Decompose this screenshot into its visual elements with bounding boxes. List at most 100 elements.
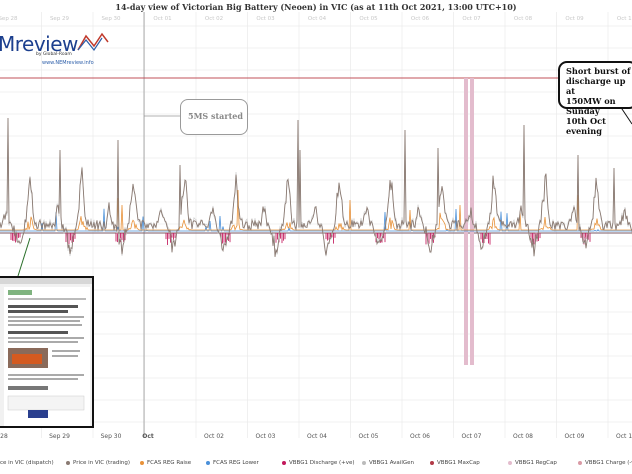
top-tick-label: Sep 28 bbox=[0, 16, 18, 22]
legend-item[interactable]: VBBG1 AvailGen bbox=[362, 460, 414, 466]
charge-bar bbox=[115, 233, 117, 242]
charge-bar bbox=[16, 233, 18, 241]
charge-bar bbox=[18, 233, 19, 238]
charge-bar bbox=[284, 233, 286, 240]
charge-bar bbox=[19, 233, 21, 238]
legend-item[interactable]: VBBG1 Discharge (+ve) bbox=[282, 460, 355, 466]
charge-bar bbox=[539, 233, 541, 239]
x-tick-label: Oct 08 bbox=[513, 433, 533, 440]
legend-label: Price in VIC (trading) bbox=[73, 460, 130, 466]
top-tick-label: Oct 06 bbox=[411, 16, 430, 22]
charge-bar bbox=[277, 233, 278, 240]
series-fcas-reg-raise bbox=[0, 189, 632, 232]
charge-bar bbox=[486, 233, 488, 239]
legend-item[interactable]: FCAS REG Raise bbox=[140, 460, 191, 466]
charge-bar bbox=[480, 233, 482, 240]
charge-bar bbox=[70, 233, 71, 241]
charge-bar bbox=[165, 233, 167, 240]
charge-bar bbox=[65, 233, 67, 243]
x-tick-label: Oct 06 bbox=[410, 433, 430, 440]
legend-label: Price in VIC (dispatch) bbox=[0, 460, 54, 466]
legend-label: VBBG1 AvailGen bbox=[369, 460, 414, 466]
charge-bar bbox=[583, 233, 585, 245]
series-fcas-reg-lower bbox=[0, 208, 632, 232]
top-tick-label: Sep 29 bbox=[50, 16, 70, 22]
charge-bar bbox=[124, 233, 126, 241]
charge-bar bbox=[428, 233, 430, 244]
charge-bar bbox=[425, 233, 427, 245]
legend-swatch bbox=[282, 460, 286, 465]
legend-label: VBBG1 RegCap bbox=[515, 460, 557, 466]
charge-bar bbox=[225, 233, 226, 245]
legend-item[interactable]: FCAS REG Lower bbox=[206, 460, 259, 466]
legend-item[interactable]: VBBG1 RegCap bbox=[508, 460, 557, 466]
charge-bar bbox=[117, 233, 118, 243]
callout-burst-line-4: 10th Oct evening bbox=[566, 116, 606, 136]
charge-bar bbox=[334, 233, 336, 238]
charge-bar bbox=[71, 233, 73, 243]
x-tick-label: Oct 02 bbox=[204, 433, 224, 440]
x-tick-label: Oct 09 bbox=[565, 433, 585, 440]
charge-bar bbox=[325, 233, 327, 240]
charge-bar bbox=[384, 233, 386, 243]
nemreview-logo: Mreview by Global-Roam www.NEMreview.inf… bbox=[0, 32, 112, 70]
article-thumbnail-inset bbox=[0, 276, 94, 428]
charge-bar bbox=[229, 233, 231, 243]
chart-title: 14-day view of Victorian Big Battery (Ne… bbox=[115, 2, 517, 12]
charge-bar bbox=[482, 233, 483, 243]
charge-bar bbox=[283, 233, 284, 241]
top-tick-label: Oct 03 bbox=[256, 16, 275, 22]
legend-item[interactable]: VBBG1 MaxCap bbox=[430, 460, 480, 466]
x-tick-label: Oct 05 bbox=[359, 433, 379, 440]
series-price-trading bbox=[0, 117, 632, 257]
legend-label: FCAS REG Raise bbox=[147, 460, 192, 466]
charge-bar bbox=[171, 233, 173, 238]
legend-item[interactable]: Price in VIC (dispatch) bbox=[0, 460, 54, 466]
top-tick-label: Oct 09 bbox=[565, 16, 584, 22]
charge-bar bbox=[330, 233, 331, 239]
x-tick-label: 28 bbox=[0, 433, 8, 440]
article-thumbnail-image bbox=[0, 278, 92, 426]
charge-bar bbox=[489, 233, 491, 245]
legend-label: VBBG1 Charge (-ve) bbox=[585, 460, 632, 466]
legend-item[interactable]: Price in VIC (trading) bbox=[66, 460, 130, 466]
callout-5ms-started: 5MS started bbox=[180, 99, 248, 135]
top-tick-label: Oct 07 bbox=[462, 16, 481, 22]
charge-bar bbox=[223, 233, 225, 245]
legend-swatch bbox=[430, 460, 434, 465]
legend-item[interactable]: VBBG1 Charge (-ve) bbox=[578, 460, 632, 466]
legend-swatch bbox=[206, 460, 210, 465]
charge-bar bbox=[532, 233, 533, 242]
charge-bar bbox=[168, 233, 170, 239]
top-tick-label: Oct 01 bbox=[153, 16, 171, 22]
legend-swatch bbox=[66, 460, 70, 465]
x-tick-label: Oct 04 bbox=[307, 433, 327, 440]
charge-bar bbox=[328, 233, 330, 240]
charge-bar bbox=[173, 233, 174, 242]
legend-label: VBBG1 MaxCap bbox=[437, 460, 480, 466]
charge-bar bbox=[585, 233, 586, 243]
legend-swatch bbox=[508, 460, 512, 465]
charge-bar bbox=[327, 233, 328, 241]
charge-bar bbox=[15, 233, 16, 243]
logo-wordmark: Mreview bbox=[0, 32, 78, 56]
top-tick-label: Sep 30 bbox=[101, 16, 121, 22]
callout-burst-line-3: 150MW on Sunday bbox=[566, 96, 616, 116]
charge-bar bbox=[580, 233, 582, 238]
charge-bar bbox=[488, 233, 489, 244]
series-layer bbox=[0, 105, 632, 277]
charge-bar bbox=[586, 233, 588, 240]
x-tick-label: Oct 07 bbox=[462, 433, 482, 440]
charge-bar bbox=[174, 233, 176, 238]
logo-chart-icon bbox=[77, 32, 109, 52]
x-tick-label: Sep 29 bbox=[49, 433, 70, 440]
callout-burst-pointer bbox=[619, 105, 632, 125]
inset-pointer bbox=[17, 237, 31, 277]
legend-label: VBBG1 Discharge (+ve) bbox=[289, 460, 355, 466]
charge-bar bbox=[589, 233, 591, 242]
top-tick-label: Oct 08 bbox=[514, 16, 533, 22]
discharge-burst-bar bbox=[464, 78, 468, 365]
logo-url[interactable]: www.NEMreview.info bbox=[42, 60, 94, 66]
callout-discharge-burst: Short burst of discharge up at 150MW on … bbox=[558, 61, 632, 136]
